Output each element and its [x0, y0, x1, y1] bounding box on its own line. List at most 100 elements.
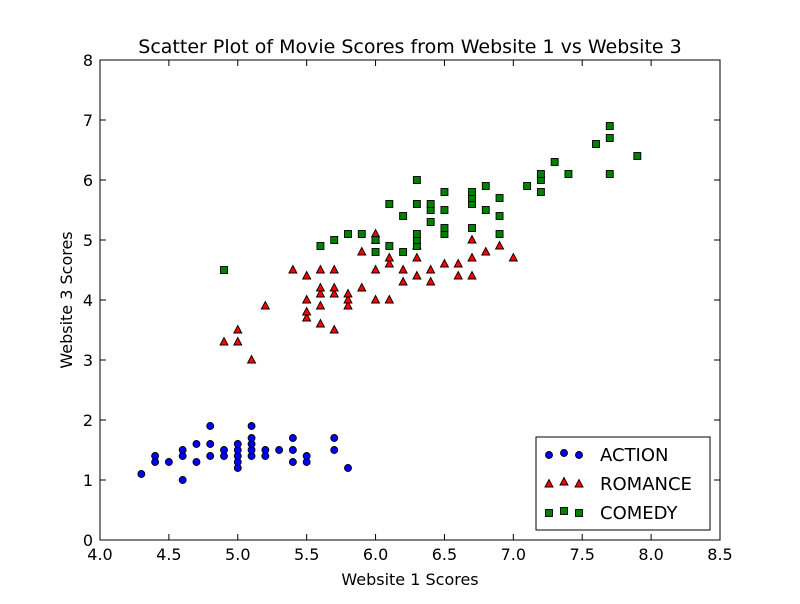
- y-tick-label: 0: [83, 531, 93, 550]
- legend-marker: [574, 478, 584, 488]
- series-romance: [219, 228, 519, 364]
- x-tick-label: 4.0: [87, 545, 112, 564]
- action-point: [344, 464, 352, 472]
- comedy-point: [316, 242, 325, 250]
- romance-point: [288, 264, 298, 274]
- comedy-point: [495, 212, 504, 220]
- legend-label: ROMANCE: [600, 474, 692, 495]
- romance-point: [315, 282, 326, 292]
- legend-marker: [560, 507, 568, 515]
- action-point: [206, 440, 215, 448]
- romance-point: [467, 234, 477, 244]
- comedy-point: [495, 194, 504, 202]
- comedy-point: [468, 224, 476, 232]
- romance-point: [384, 258, 395, 268]
- romance-point: [246, 354, 257, 364]
- comedy-point: [564, 170, 573, 178]
- romance-point: [467, 252, 477, 262]
- series-action: [137, 422, 352, 484]
- romance-point: [233, 324, 243, 334]
- action-point: [220, 446, 228, 454]
- x-tick-label: 6.5: [432, 545, 457, 564]
- comedy-point: [495, 230, 504, 238]
- romance-point: [481, 246, 491, 256]
- romance-point: [494, 240, 505, 250]
- action-point: [247, 422, 256, 430]
- romance-point: [329, 282, 339, 292]
- comedy-point: [440, 224, 449, 232]
- legend-marker: [575, 509, 583, 517]
- legend-marker: [545, 509, 553, 517]
- comedy-point: [385, 242, 394, 250]
- comedy-point: [330, 236, 339, 244]
- comedy-point: [523, 182, 532, 190]
- comedy-point: [468, 188, 476, 196]
- romance-point: [315, 318, 326, 328]
- action-point: [288, 458, 297, 466]
- legend-marker: [560, 449, 568, 457]
- comedy-point: [357, 230, 366, 238]
- romance-point: [329, 264, 339, 274]
- legend: ACTION ROMANCE COMEDY: [535, 436, 711, 531]
- romance-point: [439, 258, 450, 268]
- romance-point: [425, 264, 436, 274]
- romance-point: [219, 336, 229, 346]
- comedy-point: [605, 170, 614, 178]
- x-tick-label: 8.0: [638, 545, 663, 564]
- comedy-point: [481, 206, 490, 214]
- romance-point: [453, 258, 463, 268]
- romance-point: [398, 276, 408, 286]
- x-tick-label: 7.0: [501, 545, 526, 564]
- comedy-point: [536, 188, 545, 196]
- comedy-point: [385, 200, 394, 208]
- romance-point: [412, 270, 422, 280]
- romance-point: [384, 252, 395, 262]
- legend-marker: [559, 476, 569, 486]
- comedy-point: [605, 134, 614, 142]
- legend-label: ACTION: [600, 445, 669, 466]
- y-tick-label: 3: [83, 351, 93, 370]
- action-point: [178, 446, 187, 454]
- legend-entry-romance: ROMANCE: [544, 474, 692, 495]
- y-tick-label: 4: [83, 291, 93, 310]
- action-point: [233, 440, 242, 448]
- comedy-point: [426, 200, 435, 208]
- y-tick-label: 5: [83, 231, 93, 250]
- action-point: [164, 458, 173, 466]
- legend-entry-action: ACTION: [545, 445, 669, 466]
- romance-point: [301, 306, 312, 316]
- legend-entry-comedy: COMEDY: [545, 503, 679, 524]
- chart-title: Scatter Plot of Movie Scores from Websit…: [138, 36, 681, 58]
- romance-point: [301, 270, 312, 280]
- comedy-point: [220, 266, 228, 274]
- action-point: [275, 446, 284, 454]
- action-point: [178, 476, 187, 484]
- romance-point: [343, 294, 353, 304]
- action-point: [192, 458, 201, 466]
- x-axis-label: Website 1 Scores: [341, 570, 478, 589]
- romance-point: [398, 264, 408, 274]
- x-tick-label: 8.5: [707, 545, 732, 564]
- comedy-point: [592, 140, 600, 148]
- romance-point: [329, 324, 339, 334]
- comedy-point: [536, 170, 545, 178]
- y-tick-label: 6: [83, 171, 93, 190]
- romance-point: [343, 288, 353, 298]
- y-tick-label: 8: [83, 51, 93, 70]
- plot-area: 4.0 4.5 5.0 5.5 6.0 6.5 7.0 7.5 8.0 8.5 0 1 2 3 4 5 6 7 8: [83, 51, 733, 564]
- comedy-point: [440, 188, 449, 196]
- comedy-point: [371, 236, 380, 244]
- comedy-point: [399, 248, 408, 256]
- comedy-point: [440, 206, 449, 214]
- x-tick-label: 7.5: [569, 545, 594, 564]
- action-point: [151, 452, 160, 460]
- romance-point: [357, 282, 367, 292]
- action-point: [330, 434, 339, 442]
- romance-point: [260, 300, 271, 310]
- action-point: [247, 434, 256, 442]
- action-point: [330, 446, 339, 454]
- romance-point: [233, 336, 243, 346]
- action-point: [206, 422, 215, 430]
- romance-point: [384, 294, 395, 304]
- comedy-point: [633, 152, 642, 160]
